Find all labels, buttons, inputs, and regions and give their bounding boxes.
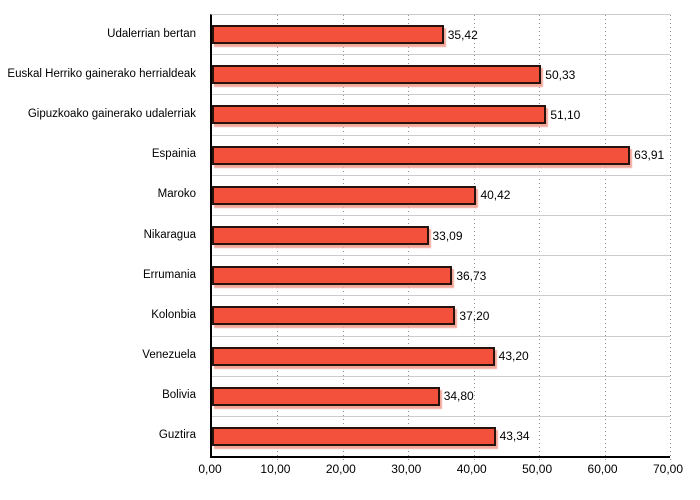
bar [212, 306, 456, 326]
category-label: Errumania [142, 268, 196, 281]
bar-row: 36,73 [212, 256, 670, 297]
bar-row: 51,10 [212, 95, 670, 136]
value-label: 40,42 [480, 188, 511, 203]
x-tick-label: 40,00 [456, 462, 487, 476]
bar-row: 63,91 [212, 136, 670, 176]
bar [212, 25, 444, 45]
bar-row: 40,42 [212, 176, 670, 216]
bar [212, 346, 495, 366]
bar [212, 226, 429, 246]
value-label: 51,10 [550, 107, 581, 122]
gridline [604, 15, 606, 461]
bar-row: 43,34 [212, 417, 670, 456]
value-label: 33,09 [432, 228, 463, 243]
category-label: Bolivia [162, 388, 196, 401]
bar-row: 33,09 [212, 216, 670, 257]
category-label: Gipuzkoako gainerako udalerriak [27, 108, 196, 121]
value-label: 36,73 [456, 268, 487, 283]
category-label: Espainia [151, 148, 196, 161]
value-label: 34,80 [443, 389, 474, 404]
bar [212, 185, 477, 205]
x-tick-label: 20,00 [325, 462, 356, 476]
bar-row: 37,20 [212, 296, 670, 337]
bar [212, 266, 453, 286]
x-tick-label: 60,00 [587, 462, 618, 476]
value-label: 63,91 [634, 148, 665, 163]
value-label: 50,33 [545, 67, 576, 82]
category-label: Udalerrian bertan [107, 28, 196, 41]
x-tick-label: 0,00 [198, 462, 222, 476]
x-tick-label: 10,00 [260, 462, 291, 476]
value-label: 43,34 [499, 429, 530, 444]
gridline [539, 15, 541, 461]
bar-row: 50,33 [212, 55, 670, 96]
category-label: Guztira [158, 428, 196, 441]
bar [212, 65, 542, 85]
value-label: 37,20 [459, 308, 490, 323]
bar [212, 386, 440, 406]
category-axis: Udalerrian bertan Euskal Herriko gainerak… [0, 14, 203, 455]
bar-row: 34,80 [212, 377, 670, 417]
value-axis: 0,00 10,00 20,00 30,00 40,00 50,00 60,00 70,00 [198, 457, 683, 479]
category-label: Kolonbia [151, 308, 196, 321]
gridline [670, 15, 671, 461]
value-label: 35,42 [447, 27, 478, 42]
bar [212, 145, 631, 165]
bar-row: 35,42 [212, 15, 670, 56]
value-label: 43,20 [498, 349, 529, 364]
category-label: Venezuela [142, 348, 196, 361]
plot-area: 35,42 50,33 51,10 63,91 40,42 33,09 36,73 37,20… [210, 14, 671, 461]
bar [212, 426, 496, 446]
category-label: Maroko [157, 188, 196, 201]
x-tick-label: 50,00 [522, 462, 553, 476]
x-tick-label: 30,00 [391, 462, 422, 476]
x-tick-label: 70,00 [652, 462, 684, 476]
category-label: Nikaragua [143, 228, 196, 241]
bar [212, 105, 547, 125]
category-label: Euskal Herriko gainerako herrialdeak [7, 68, 196, 81]
bar-rows: 35,42 50,33 51,10 63,91 40,42 33,09 36,73 37,20… [212, 15, 670, 456]
gridline [473, 15, 475, 461]
bar-row: 43,20 [212, 337, 670, 377]
